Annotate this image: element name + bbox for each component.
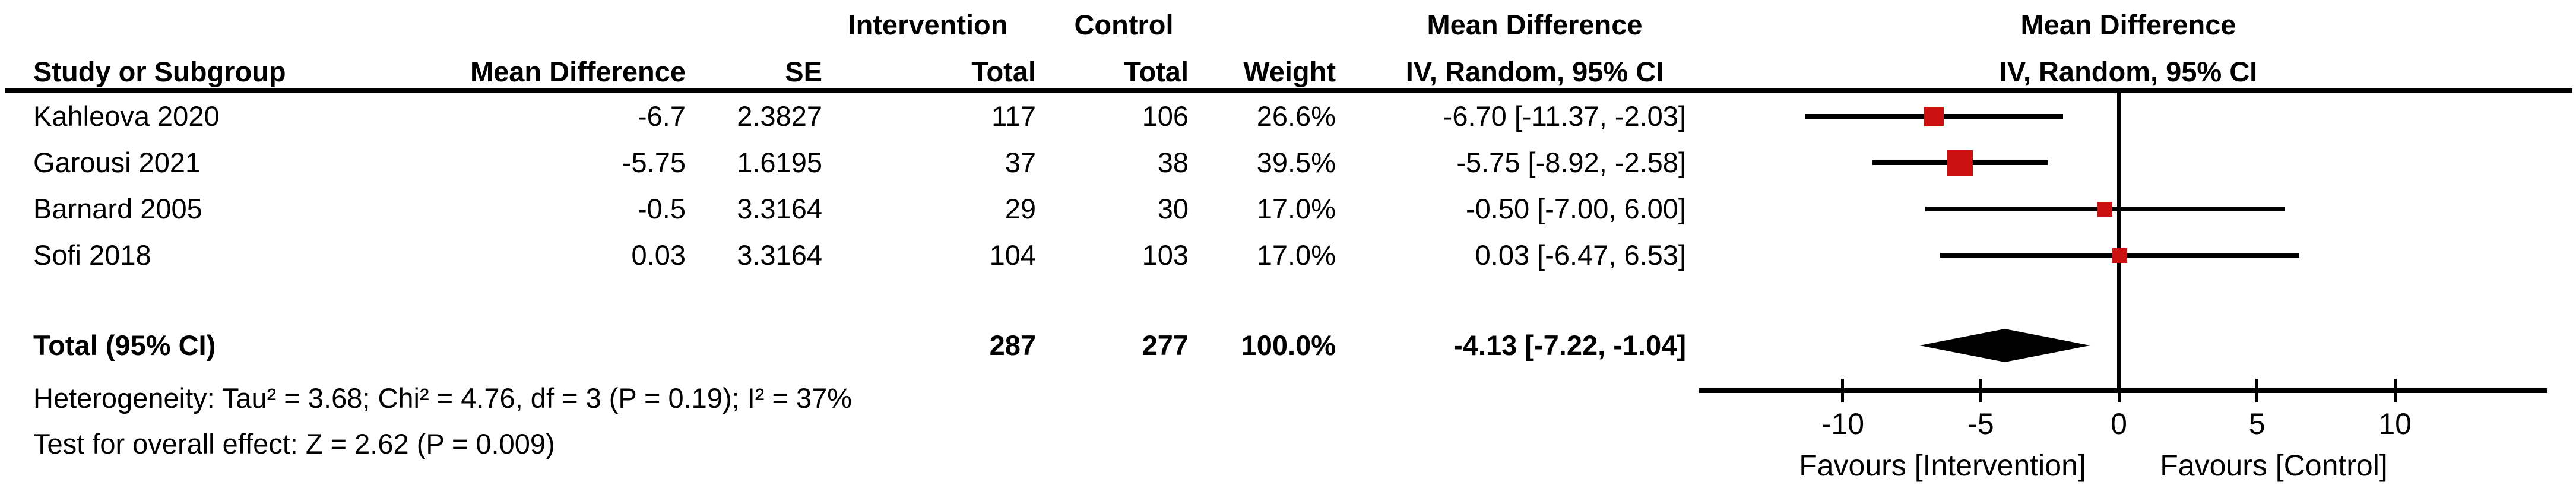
study-name: Garousi 2021 <box>33 147 201 178</box>
study-mean-difference: -5.75 <box>622 147 686 178</box>
study-control-total: 103 <box>1142 239 1189 271</box>
study-control-total: 38 <box>1157 147 1189 178</box>
study-ci-text: -6.70 [-11.37, -2.03] <box>1443 100 1686 132</box>
study-intervention-total: 117 <box>991 100 1036 132</box>
effect-square <box>2112 248 2127 263</box>
total-ci-text: -4.13 [-7.22, -1.04] <box>1453 329 1686 361</box>
effect-square <box>1924 106 1944 126</box>
axis-tick-label: -10 <box>1821 407 1865 440</box>
pooled-diamond <box>1919 329 2090 362</box>
study-ci-text: 0.03 [-6.47, 6.53] <box>1475 239 1686 271</box>
study-control-total: 30 <box>1157 193 1189 224</box>
study-weight: 26.6% <box>1256 100 1336 132</box>
axis-tick <box>2117 379 2121 402</box>
study-weight: 17.0% <box>1256 239 1336 271</box>
study-name: Barnard 2005 <box>33 193 202 224</box>
axis-tick <box>2255 379 2259 402</box>
overall-effect-test: Test for overall effect: Z = 2.62 (P = 0… <box>33 428 555 459</box>
total-weight: 100.0% <box>1241 329 1336 361</box>
study-control-total: 106 <box>1142 100 1189 132</box>
header-study-or-subgroup: Study or Subgroup <box>33 56 286 87</box>
header-divider-line <box>5 88 2572 93</box>
header-se: SE <box>785 56 822 87</box>
study-mean-difference: 0.03 <box>631 239 686 271</box>
study-intervention-total: 37 <box>1005 147 1036 178</box>
study-weight: 39.5% <box>1256 147 1336 178</box>
header-iv-random-plot: IV, Random, 95% CI <box>1999 56 2258 87</box>
favours-control-label: Favours [Control] <box>2160 449 2388 482</box>
axis-tick <box>1979 379 1982 402</box>
axis-tick-label: 10 <box>2378 407 2412 440</box>
effect-square <box>2097 201 2113 217</box>
header-control-total: Total <box>1124 56 1189 87</box>
axis-tick <box>2393 379 2397 402</box>
total-control-total: 277 <box>1142 329 1189 361</box>
axis-tick-label: -5 <box>1967 407 1994 440</box>
total-row-label: Total (95% CI) <box>33 329 216 361</box>
study-name: Kahleova 2020 <box>33 100 220 132</box>
study-se: 3.3164 <box>737 193 822 224</box>
total-intervention-total: 287 <box>989 329 1036 361</box>
study-mean-difference: -0.5 <box>638 193 686 224</box>
heterogeneity-stats: Heterogeneity: Tau² = 3.68; Chi² = 4.76,… <box>33 382 853 414</box>
study-ci-text: -0.50 [-7.00, 6.00] <box>1465 193 1686 224</box>
column-group-mean-difference-plot: Mean Difference <box>2020 9 2236 40</box>
study-se: 1.6195 <box>737 147 822 178</box>
axis-tick-label: 0 <box>2111 407 2127 440</box>
favours-intervention-label: Favours [Intervention] <box>1799 449 2086 482</box>
zero-effect-line <box>2117 93 2121 391</box>
column-group-intervention: Intervention <box>848 9 1008 40</box>
study-mean-difference: -6.7 <box>638 100 686 132</box>
study-se: 2.3827 <box>737 100 822 132</box>
axis-tick <box>1841 379 1845 402</box>
x-axis <box>1699 388 2547 393</box>
study-intervention-total: 29 <box>1005 193 1036 224</box>
study-se: 3.3164 <box>737 239 822 271</box>
study-intervention-total: 104 <box>989 239 1036 271</box>
header-iv-random-ci: IV, Random, 95% CI <box>1405 56 1664 87</box>
header-weight: Weight <box>1243 56 1336 87</box>
study-ci-text: -5.75 [-8.92, -2.58] <box>1456 147 1686 178</box>
study-weight: 17.0% <box>1256 193 1336 224</box>
effect-square <box>1947 150 1973 176</box>
study-name: Sofi 2018 <box>33 239 151 271</box>
axis-tick-label: 5 <box>2248 407 2266 440</box>
column-group-mean-difference-values: Mean Difference <box>1427 9 1643 40</box>
column-group-control: Control <box>1074 9 1174 40</box>
header-mean-difference: Mean Difference <box>470 56 686 87</box>
header-intervention-total: Total <box>971 56 1036 87</box>
